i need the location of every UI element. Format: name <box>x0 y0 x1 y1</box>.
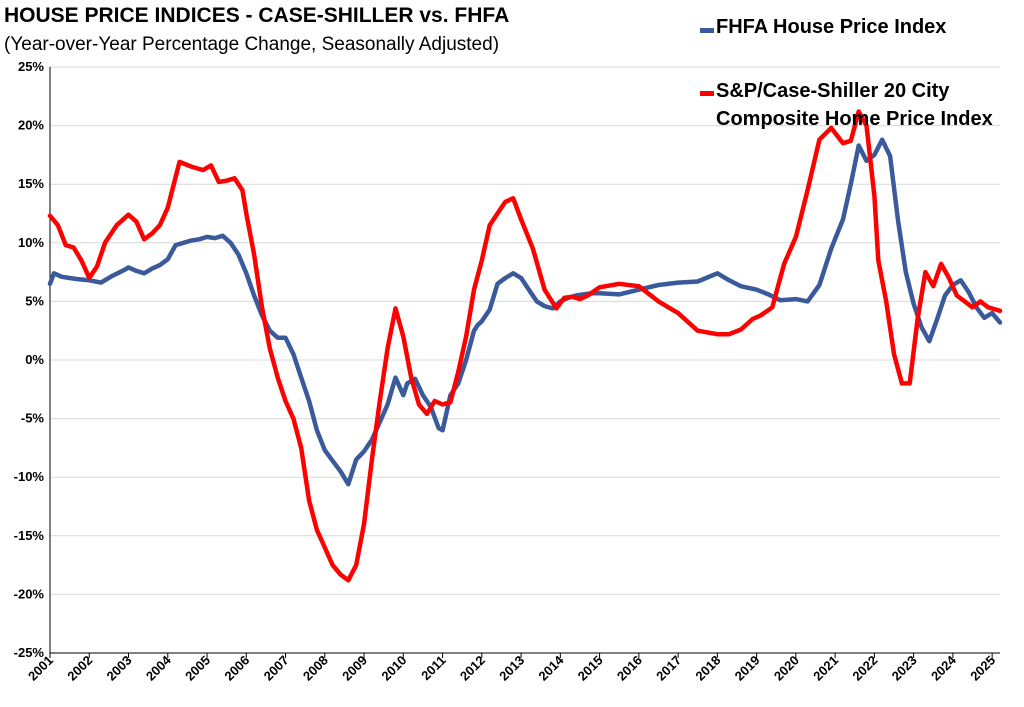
x-tick-label: 2009 <box>339 653 370 684</box>
legend-label-case-shiller-line2: Composite Home Price Index <box>716 108 993 130</box>
y-tick-label: -20% <box>14 586 45 601</box>
legend-swatch-case-shiller <box>700 91 714 96</box>
x-tick-label: 2023 <box>889 653 920 684</box>
x-tick-label: 2018 <box>692 653 723 684</box>
x-tick-label: 2007 <box>261 653 292 684</box>
legend-label-fhfa: FHFA House Price Index <box>716 16 947 38</box>
fhfa-series-line <box>47 137 1003 487</box>
series-lines <box>47 109 1003 583</box>
x-tick-label: 2015 <box>575 653 606 684</box>
grid-lines <box>50 66 1000 654</box>
x-tick-label: 2012 <box>457 653 488 684</box>
y-tick-label: 10% <box>18 235 44 250</box>
case-shiller-series-line <box>47 109 1003 583</box>
legend-swatch-fhfa <box>700 28 714 33</box>
x-tick-label: 2006 <box>221 653 252 684</box>
chart-subtitle: (Year-over-Year Percentage Change, Seaso… <box>4 34 500 55</box>
x-tick-label: 2003 <box>104 653 135 684</box>
x-tick-label: 2024 <box>928 652 960 684</box>
axes <box>49 67 1000 658</box>
y-tick-label: 5% <box>25 293 44 308</box>
x-tick-label: 2013 <box>496 653 527 684</box>
x-tick-label: 2025 <box>967 653 998 684</box>
y-tick-label: -15% <box>14 528 45 543</box>
y-tick-label: 0% <box>25 352 44 367</box>
x-tick-label: 2005 <box>182 653 213 684</box>
x-tick-label: 2020 <box>771 653 802 684</box>
x-tick-label: 2019 <box>732 653 763 684</box>
y-tick-label: -5% <box>21 411 45 426</box>
y-tick-label: -25% <box>14 645 45 660</box>
x-tick-label: 2014 <box>535 652 567 684</box>
tick-labels: -25%-20%-15%-10%-5%0%5%10%15%20%25%2001 2… <box>14 59 999 684</box>
y-tick-label: 25% <box>18 59 44 74</box>
y-tick-label: 15% <box>18 176 44 191</box>
x-tick-label: 2010 <box>378 653 409 684</box>
x-tick-label: 2002 <box>64 653 95 684</box>
x-tick-label: 2021 <box>810 653 841 684</box>
y-tick-label: -10% <box>14 469 45 484</box>
legend-label-case-shiller-line1: S&P/Case-Shiller 20 City <box>716 80 950 102</box>
x-tick-label: 2004 <box>143 652 175 684</box>
x-tick-label: 2008 <box>300 653 331 684</box>
x-tick-label: 2017 <box>653 653 684 684</box>
chart-title: HOUSE PRICE INDICES - CASE-SHILLER vs. F… <box>4 4 510 27</box>
x-tick-label: 2022 <box>849 653 880 684</box>
x-tick-label: 2011 <box>418 653 449 684</box>
x-tick-label: 2016 <box>614 653 645 684</box>
y-tick-label: 20% <box>18 118 44 133</box>
